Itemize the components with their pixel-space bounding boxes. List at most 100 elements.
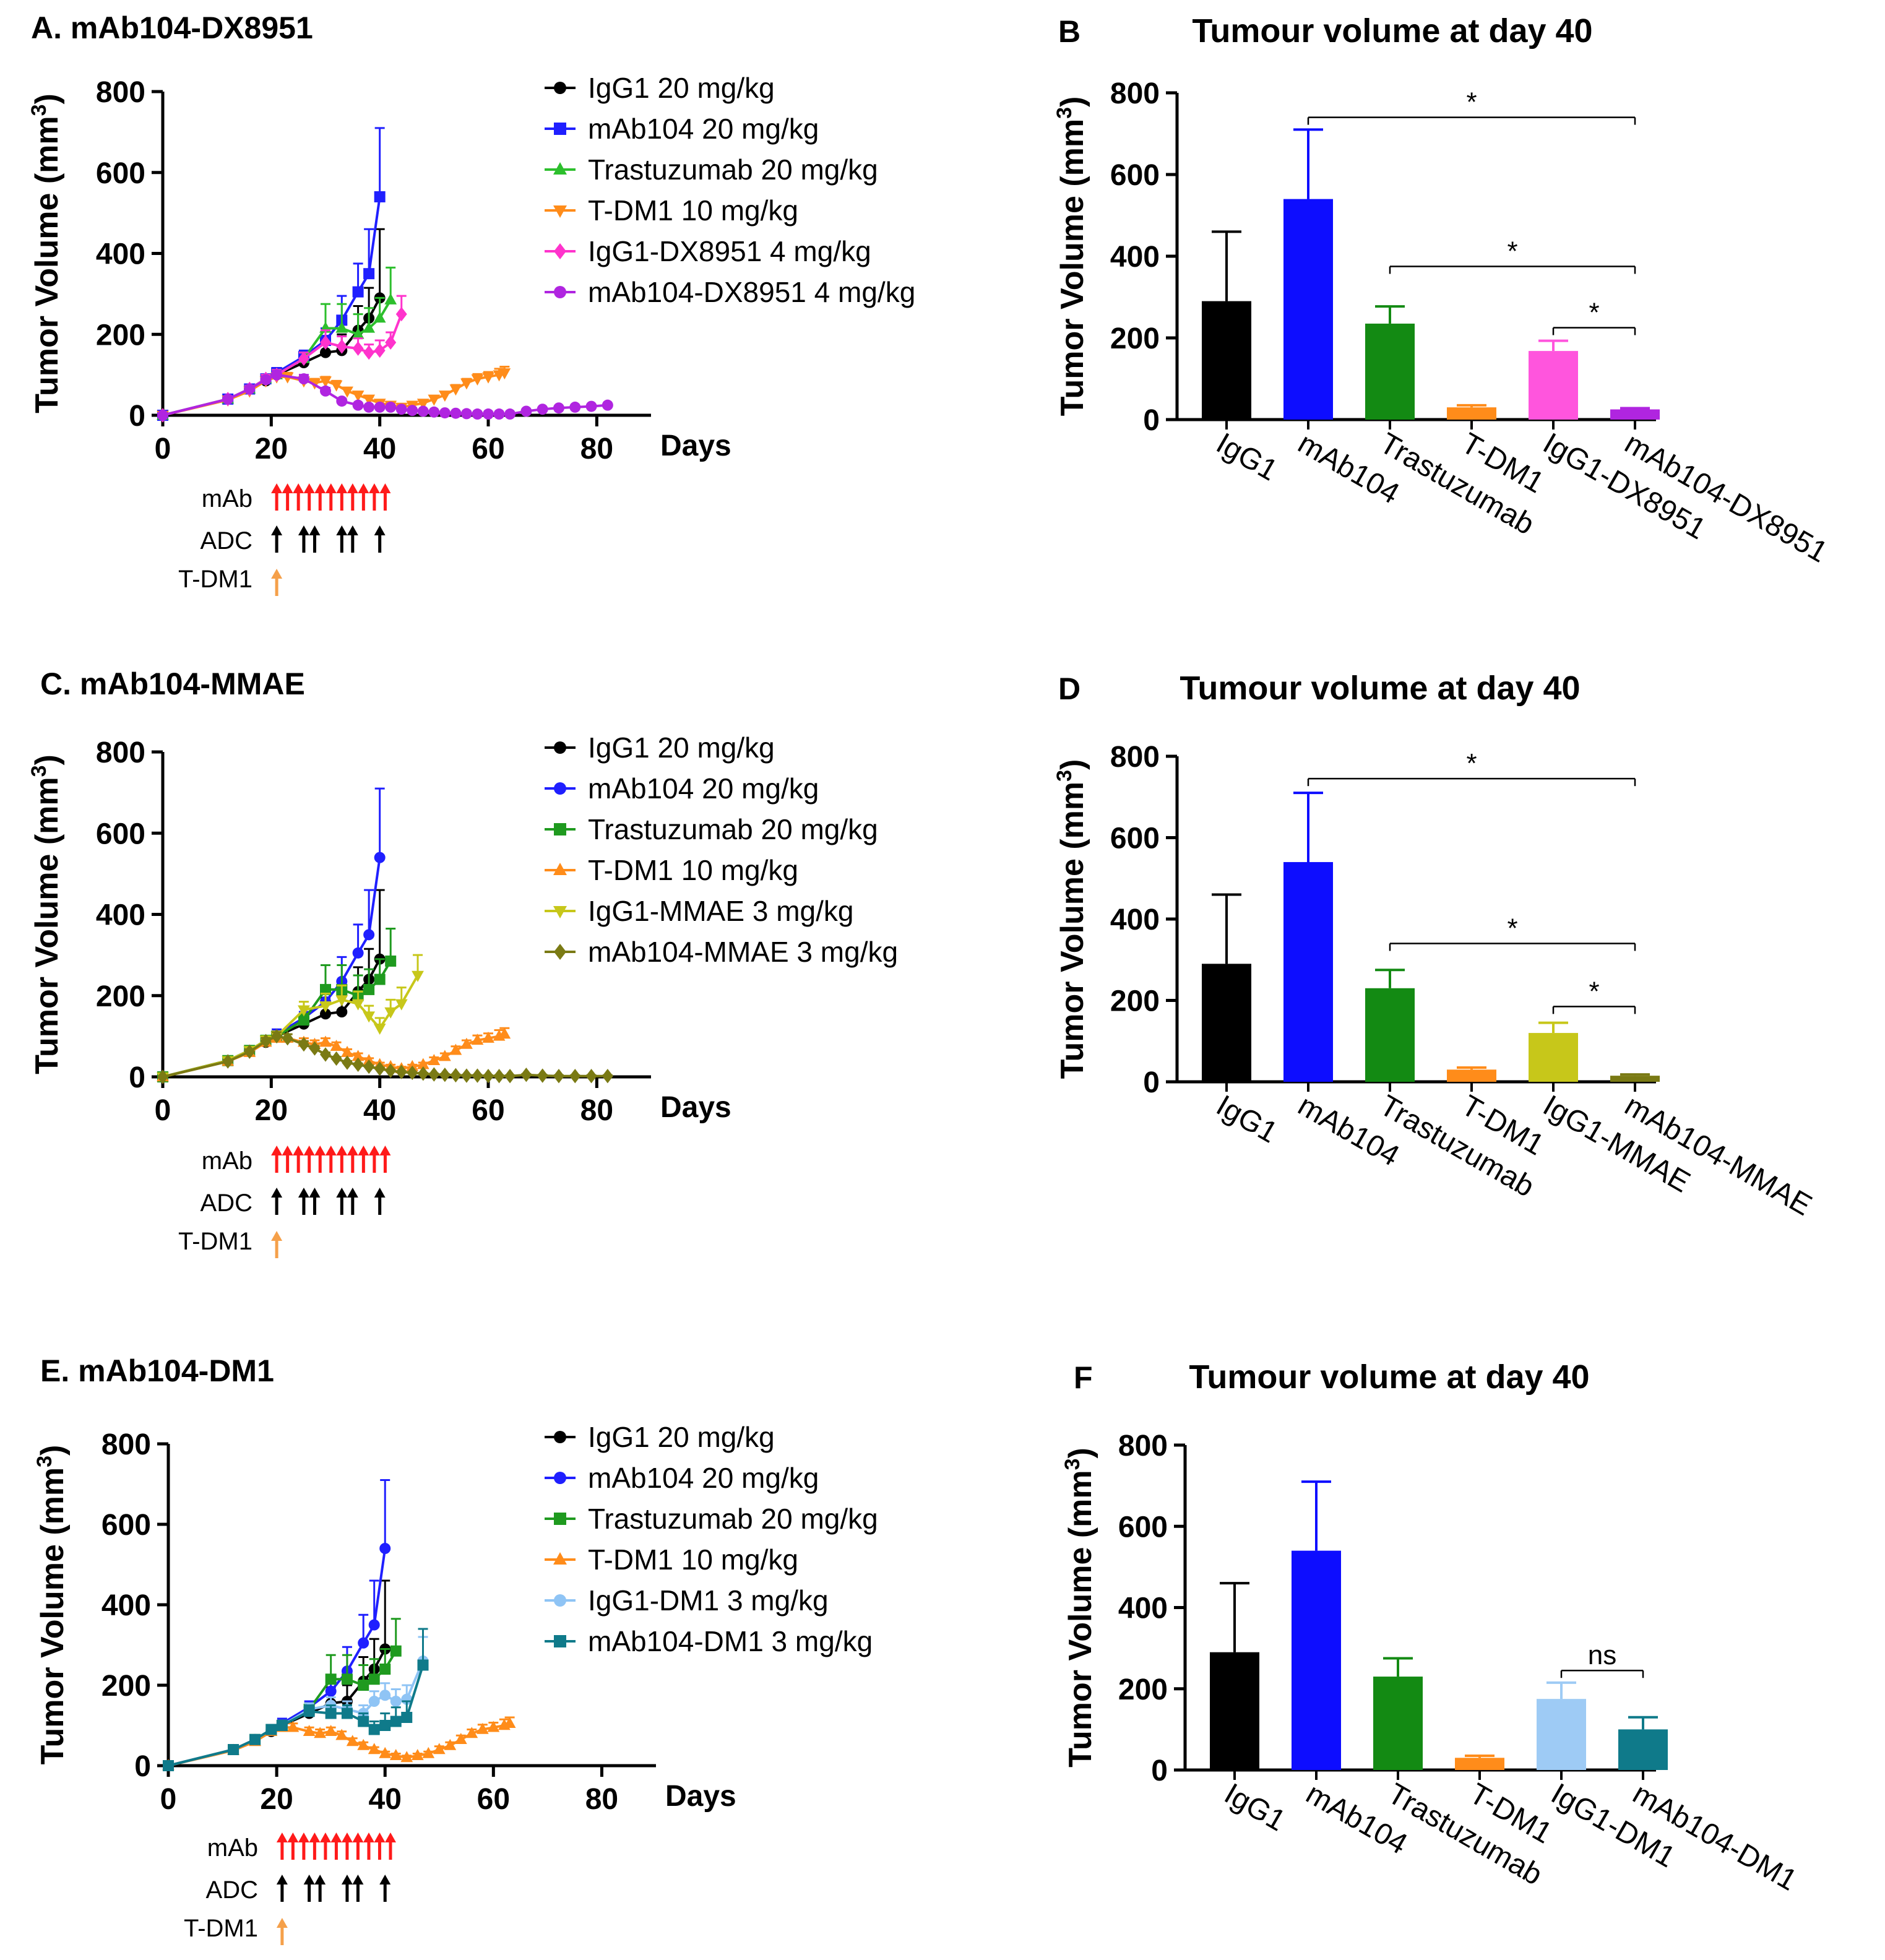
mab-dose-arrow-head <box>319 1833 331 1842</box>
data-point <box>428 406 440 418</box>
adc-dose-arrow-head <box>336 1188 348 1198</box>
data-point <box>390 1645 402 1657</box>
significance-bracket: * <box>1552 298 1636 335</box>
y-tick-label: 400 <box>96 899 145 932</box>
legend-marker <box>554 1431 566 1443</box>
adc-dose-arrow-head <box>309 525 321 535</box>
x-tick-label: 0 <box>160 1783 177 1816</box>
data-point <box>450 407 462 419</box>
x-tick-label: 20 <box>260 1783 293 1816</box>
x-tick-label: 60 <box>477 1783 510 1816</box>
bar-mab104-dm1: mAb104-DM1 <box>1618 1716 1802 1897</box>
bar-rect <box>1373 1677 1423 1770</box>
data-point <box>602 399 613 411</box>
bar-rect <box>1292 1550 1341 1770</box>
data-point <box>320 347 331 358</box>
data-point <box>417 1066 429 1081</box>
legend-label: Trastuzumab 20 mg/kg <box>588 153 878 186</box>
bar-rect <box>1447 1069 1496 1082</box>
data-point <box>433 1743 446 1755</box>
adc-dose-arrow-head <box>347 525 358 535</box>
series-mab104-dm1-3-mg-kg <box>163 1628 429 1771</box>
bar-trastuzumab: Trastuzumab <box>1365 305 1540 542</box>
legend-label: IgG1-MMAE 3 mg/kg <box>588 895 853 927</box>
data-point <box>320 1008 331 1020</box>
data-point <box>319 376 332 388</box>
line-chart-e: E. mAb104-DM1 0 200 400 600 800 0 20 40 60 80 Days T… <box>33 1353 878 1945</box>
bar-igg1-dm1: IgG1-DM1 <box>1537 1681 1681 1874</box>
panel-title: Tumour volume at day 40 <box>1189 1358 1589 1396</box>
mab-dose-arrow-head <box>287 1833 299 1842</box>
data-point <box>471 374 484 386</box>
data-point <box>374 191 386 202</box>
y-tick-label: 200 <box>96 319 145 352</box>
panel-label: F <box>1074 1360 1093 1395</box>
data-point <box>444 1738 457 1750</box>
data-point <box>389 1748 402 1760</box>
legend-label: mAb104-DX8951 4 mg/kg <box>588 276 915 308</box>
y-tick-label: 0 <box>1143 404 1160 437</box>
y-tick-label: 200 <box>1118 1673 1168 1706</box>
legend-entry-mab104-mmae-3-mg-kg: mAb104-MMAE 3 mg/kg <box>545 936 898 968</box>
data-point <box>379 1690 391 1701</box>
data-point <box>363 401 375 413</box>
mab-dose-arrow-head <box>374 1833 386 1842</box>
legend-marker <box>554 286 566 298</box>
data-point <box>368 1724 380 1735</box>
mab-dose-arrow-head <box>314 483 326 493</box>
mab-dose-arrow-head <box>368 1146 380 1155</box>
legend-entry-t-dm1-10-mg-kg: T-DM1 10 mg/kg <box>545 1543 798 1576</box>
mab-dose-arrow-head <box>271 483 283 493</box>
data-point <box>352 391 364 402</box>
data-point <box>346 1735 359 1746</box>
panel-label: B <box>1058 14 1081 49</box>
legend-label: mAb104 20 mg/kg <box>588 1462 819 1494</box>
panel-title: Tumour volume at day 40 <box>1180 670 1580 707</box>
data-point <box>417 1659 429 1671</box>
data-point <box>395 404 407 415</box>
legend-entry-trastuzumab-20-mg-kg: Trastuzumab 20 mg/kg <box>545 813 878 845</box>
y-tick-label: 200 <box>1110 985 1160 1018</box>
series-mab104-mmae-3-mg-kg <box>157 1029 613 1084</box>
y-axis-label: Tumor Volume (mm3) <box>33 1445 71 1765</box>
mab-dose-arrow-head <box>336 483 348 493</box>
data-point <box>374 852 386 863</box>
legend-label: mAb104-MMAE 3 mg/kg <box>588 936 898 968</box>
x-tick-label: 60 <box>472 433 504 465</box>
data-point <box>335 1729 348 1740</box>
data-point <box>483 1068 494 1084</box>
legend-label: T-DM1 10 mg/kg <box>588 854 798 886</box>
y-axis-label: Tumor Volume (mm3) <box>27 93 65 413</box>
adc-dose-arrow-head <box>271 525 283 535</box>
category-label: IgG1 <box>1211 1089 1283 1150</box>
y-tick-label: 600 <box>1110 159 1160 192</box>
bar-rect <box>1529 351 1578 420</box>
mab-dose-arrow-head <box>293 483 304 493</box>
data-point <box>335 995 348 1007</box>
schedule-label-adc: ADC <box>201 1189 252 1217</box>
legend-entry-mab104-20-mg-kg: mAb104 20 mg/kg <box>545 113 819 145</box>
data-point <box>157 410 168 421</box>
mab-dose-arrow-head <box>341 1833 353 1842</box>
legend-entry-mab104-20-mg-kg: mAb104 20 mg/kg <box>545 772 819 805</box>
data-point <box>163 1760 174 1771</box>
line-chart-c: C. mAb104-MMAE 0 200 400 600 800 0 20 40 60 80 Days… <box>27 667 898 1258</box>
bar-rect <box>1202 301 1251 420</box>
data-point <box>438 391 451 402</box>
legend-label: mAb104-DM1 3 mg/kg <box>588 1625 873 1657</box>
data-point <box>357 1738 370 1750</box>
x-axis-label: Days <box>665 1780 736 1813</box>
y-axis-label: Tumor Volume (mm3) <box>1061 1448 1098 1768</box>
data-point <box>271 369 283 381</box>
legend-marker <box>553 1552 567 1565</box>
mab-dose-arrow-head <box>325 1146 337 1155</box>
mab-dose-arrow-head <box>293 1146 304 1155</box>
significance-label: * <box>1507 236 1517 267</box>
y-tick-label: 800 <box>96 736 145 769</box>
data-point <box>319 1001 332 1012</box>
mab-dose-arrow-head <box>314 1146 326 1155</box>
y-tick-label: 800 <box>1118 1430 1168 1462</box>
y-tick-label: 400 <box>101 1589 151 1622</box>
data-point <box>395 999 408 1011</box>
data-point <box>411 1748 424 1760</box>
